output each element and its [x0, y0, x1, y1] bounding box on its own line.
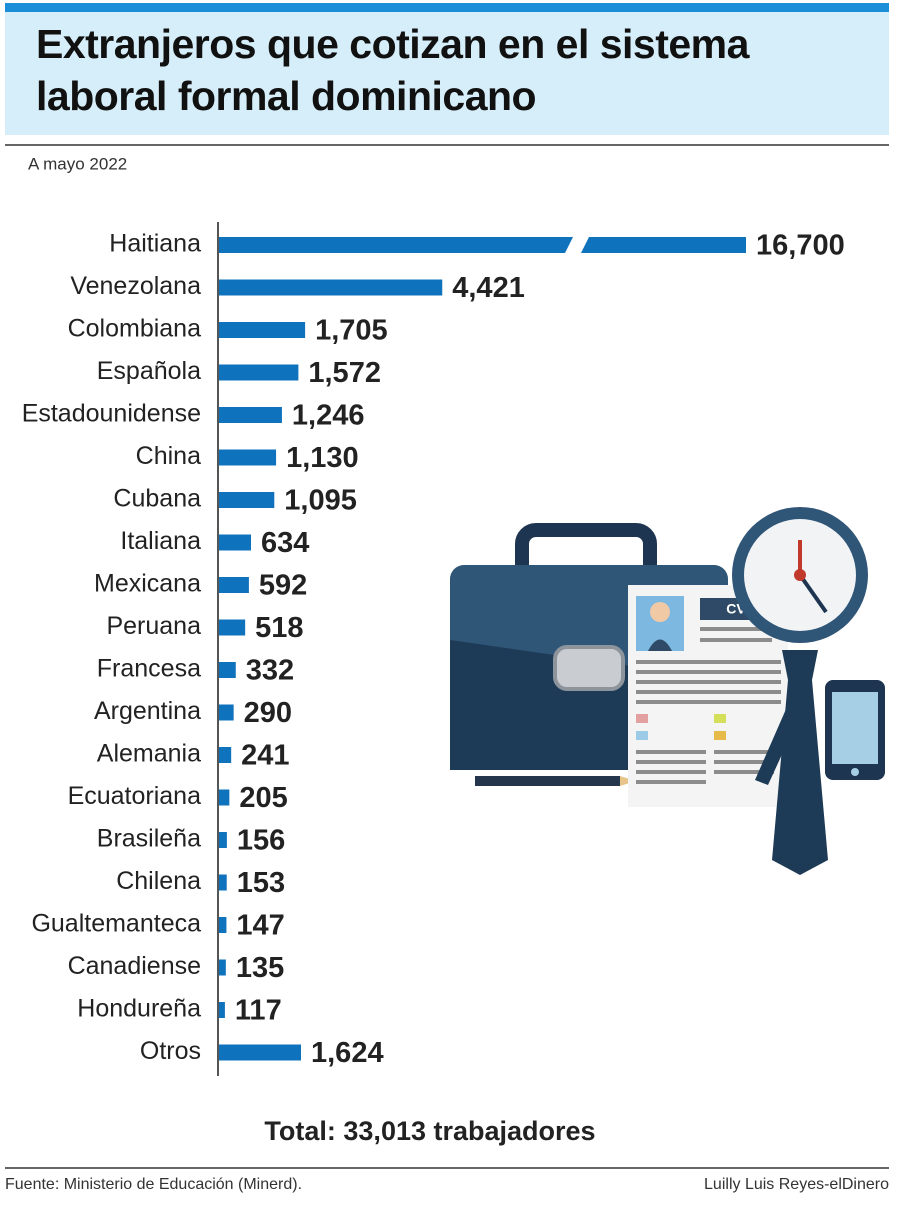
category-label: Peruana: [106, 612, 201, 640]
value-label: 1,572: [308, 357, 381, 389]
category-label: Colombiana: [68, 315, 202, 343]
source: Fuente: Ministerio de Educación (Minerd)…: [5, 1176, 302, 1193]
header-band: [5, 12, 889, 135]
value-label: 153: [237, 867, 285, 899]
category-label: Hondureña: [77, 995, 201, 1023]
category-label: Haitiana: [109, 230, 201, 258]
illustration: CV: [450, 507, 885, 875]
value-label: 592: [259, 570, 307, 602]
bar: [219, 322, 306, 338]
top-rule: [5, 3, 889, 12]
value-label: 1,624: [311, 1037, 384, 1069]
value-label: 518: [255, 612, 303, 644]
bar: [219, 747, 232, 763]
value-label: 634: [261, 527, 309, 559]
category-label: Canadiense: [68, 952, 201, 980]
subtitle: A mayo 2022: [28, 154, 127, 173]
category-label: Chilena: [116, 867, 201, 895]
category-label: Alemania: [97, 740, 201, 768]
bar: [581, 237, 746, 253]
category-label: Italiana: [120, 527, 201, 555]
bar: [219, 364, 299, 381]
category-label: Gualtemanteca: [31, 910, 201, 938]
value-label: 1,095: [284, 485, 357, 517]
category-label: China: [136, 442, 201, 470]
category-label: Francesa: [97, 655, 201, 683]
bar: [219, 874, 227, 891]
value-label: 156: [237, 825, 285, 857]
bar: [219, 237, 573, 253]
category-label: Venezolana: [70, 272, 201, 300]
value-label: 147: [236, 910, 284, 942]
total: Total: 33,013 trabajadores: [264, 1116, 595, 1146]
value-label: 1,705: [315, 315, 388, 347]
category-label: Brasileña: [97, 825, 201, 853]
bar: [219, 279, 443, 296]
bar: [219, 577, 249, 593]
credit: Luilly Luis Reyes-elDinero: [704, 1176, 889, 1193]
value-label: 332: [246, 655, 294, 687]
value-label: 117: [235, 995, 282, 1027]
value-label: 4,421: [452, 272, 525, 304]
value-label: 205: [239, 782, 287, 814]
bar: [219, 1002, 225, 1018]
value-label: 16,700: [756, 230, 845, 262]
bar: [219, 789, 230, 806]
bar: [219, 534, 252, 551]
bar: [219, 1044, 302, 1061]
category-label: Ecuatoriana: [68, 782, 202, 810]
bar: [219, 832, 227, 848]
value-label: 135: [236, 952, 284, 984]
bar: [219, 449, 277, 466]
bar: [219, 619, 246, 636]
bar: [219, 959, 226, 976]
bar: [219, 662, 236, 678]
category-label: Argentina: [94, 697, 201, 725]
category-label: Cubana: [113, 485, 201, 513]
bar: [219, 917, 227, 933]
value-label: 1,130: [286, 442, 359, 474]
value-label: 1,246: [292, 400, 365, 432]
value-label: 241: [241, 740, 289, 772]
bar: [219, 704, 234, 721]
category-label: Mexicana: [94, 570, 201, 598]
category-label: Española: [97, 357, 201, 385]
value-label: 290: [244, 697, 292, 729]
category-label: Estadounidense: [22, 400, 201, 428]
bar: [219, 492, 275, 508]
chart-title: Extranjeros que cotizan en el sistema la…: [36, 21, 749, 119]
category-label: Otros: [140, 1037, 201, 1065]
bar: [219, 407, 282, 423]
